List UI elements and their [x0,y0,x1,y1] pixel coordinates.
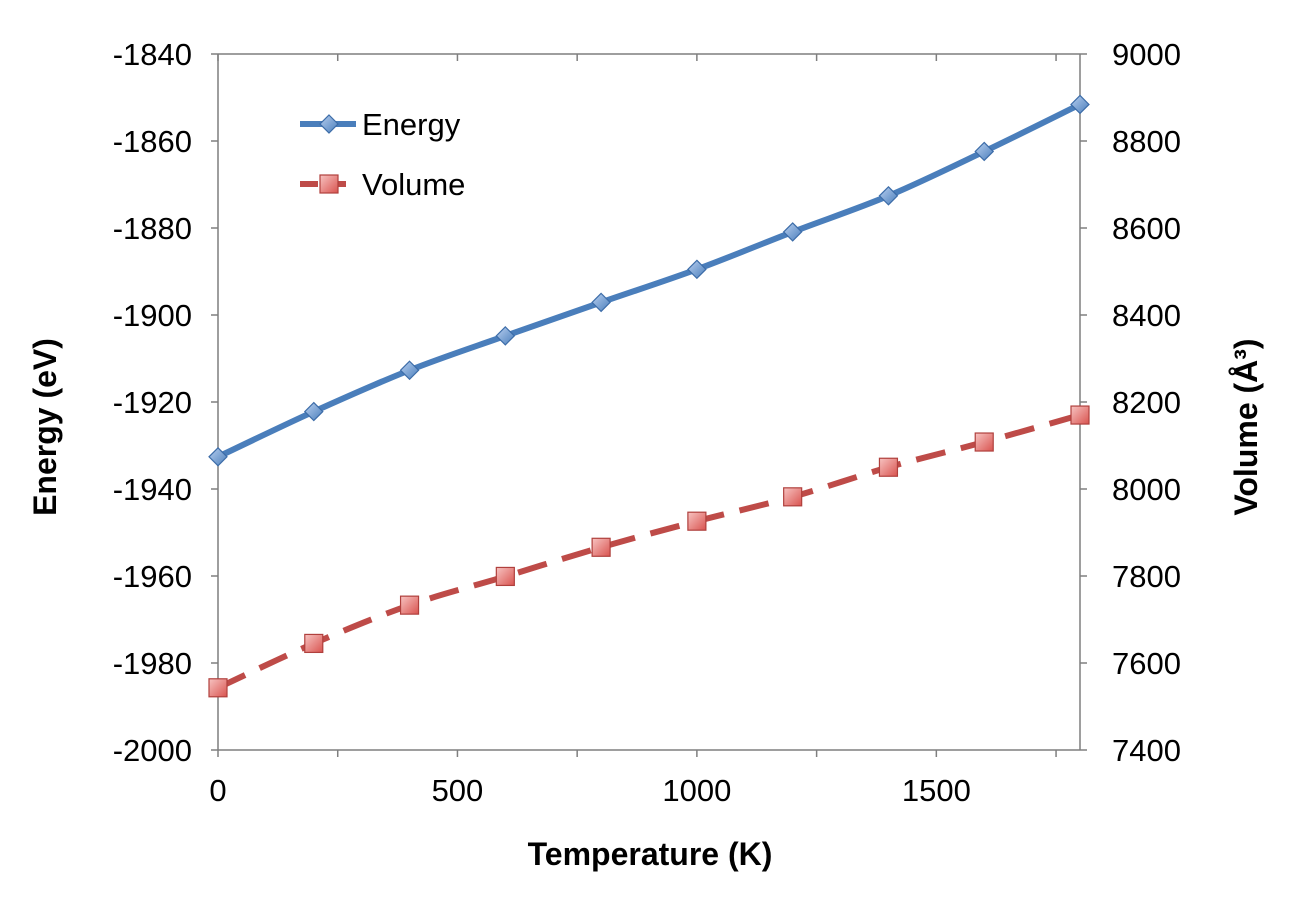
y-tick-label: -1840 [113,37,192,72]
data-point-volume [1070,405,1090,425]
x-tick-label: 1500 [902,773,971,808]
data-point-energy [1070,94,1090,115]
data-point-energy [495,326,516,346]
y-tick-label: -1980 [113,646,192,681]
data-point-volume [208,678,228,698]
y2-tick-label: 7400 [1112,733,1181,768]
data-point-energy [303,401,324,422]
series-line-energy [216,101,1082,460]
x-axis-title: Temperature (K) [528,836,773,872]
data-point-volume [783,487,803,507]
y2-tick-label: 8000 [1112,472,1181,507]
data-point-energy [878,185,899,206]
data-point-volume [878,457,899,477]
y2-tick-label: 7600 [1112,646,1181,681]
legend-item-energy: Energy [300,107,461,142]
data-point-energy [974,141,995,162]
y-tick-label: -1940 [113,472,192,507]
data-point-volume [399,595,420,615]
legend-item-volume: Volume [300,167,465,202]
data-point-volume [495,566,515,587]
legend-label-energy: Energy [362,107,461,142]
data-point-volume [974,432,994,452]
x-tick-label: 1000 [662,773,731,808]
x-tick-label: 0 [209,773,226,808]
data-point-energy [399,360,420,381]
y2-axis-title: Volume (Å³) [1228,338,1264,515]
y2-tick-label: 7800 [1112,559,1181,594]
series-markers [208,94,1090,698]
y2-tick-label: 8800 [1112,124,1181,159]
y-tick-label: -1880 [113,211,192,246]
data-point-volume [591,537,611,557]
series-lines [216,101,1082,691]
series-line-volume [216,412,1081,691]
data-point-energy [782,222,803,242]
y-tick-label: -1900 [113,298,192,333]
plot-frame [217,53,1081,751]
y-tick-label: -1920 [113,385,192,420]
legend: Energy Volume [300,107,465,202]
y-tick-label: -1960 [113,559,192,594]
y-tick-label: -2000 [113,733,192,768]
x-tick-label: 500 [432,773,484,808]
tick-labels: 0 500 1000 1500 -2000 -1980 -1960 -1940 -1920 -19… [113,37,1181,808]
data-point-volume [304,633,324,654]
y2-tick-label: 9000 [1112,37,1181,72]
legend-swatch-marker-volume [319,174,339,194]
legend-label-volume: Volume [362,167,465,202]
y2-tick-label: 8200 [1112,385,1181,420]
data-point-energy [208,446,228,467]
y2-tick-label: 8600 [1112,211,1181,246]
y-axis-title: Energy (eV) [27,338,63,516]
data-point-volume [687,511,707,531]
y-tick-label: -1860 [113,124,192,159]
legend-swatch-marker-energy [319,114,339,134]
axis-ticks [211,53,1087,757]
data-point-energy [687,259,707,280]
data-point-energy [591,292,611,313]
y2-tick-label: 8400 [1112,298,1181,333]
